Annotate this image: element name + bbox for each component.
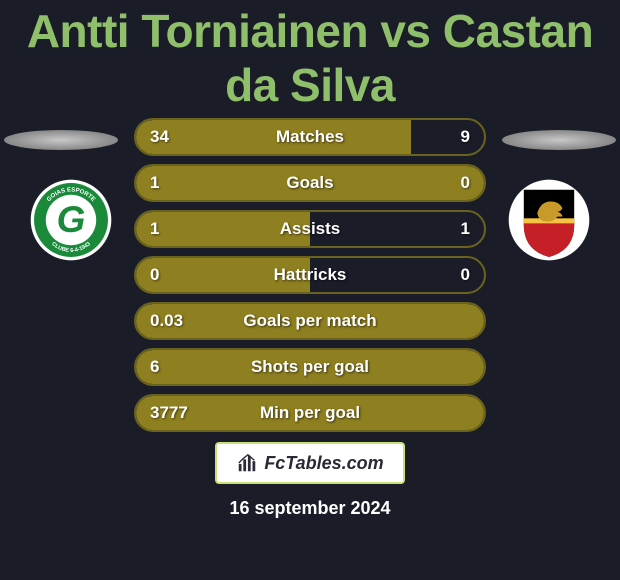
club-crest-left: G GOIAS ESPORTE CLUBE 6-4-1943 xyxy=(22,178,120,262)
stat-label: Min per goal xyxy=(260,403,360,423)
stat-right-value: 0 xyxy=(461,173,470,193)
fctables-logo: FcTables.com xyxy=(215,442,405,484)
stat-label: Matches xyxy=(276,127,344,147)
stat-row: 1 Assists 1 xyxy=(134,210,486,248)
stat-row: 0 Hattricks 0 xyxy=(134,256,486,294)
stat-label: Goals per match xyxy=(243,311,376,331)
sport-recife-crest-icon xyxy=(500,178,598,262)
stat-fill xyxy=(136,120,411,154)
player-photo-placeholder-left xyxy=(4,130,118,150)
stat-label: Goals xyxy=(286,173,333,193)
stat-row: 6 Shots per goal xyxy=(134,348,486,386)
stat-right-value: 9 xyxy=(461,127,470,147)
stat-left-value: 34 xyxy=(150,127,169,147)
stat-left-value: 0 xyxy=(150,265,159,285)
date-label: 16 september 2024 xyxy=(229,498,390,519)
stat-label: Shots per goal xyxy=(251,357,369,377)
stat-label: Assists xyxy=(280,219,340,239)
stat-right-value: 1 xyxy=(461,219,470,239)
stat-row: 3777 Min per goal xyxy=(134,394,486,432)
bar-chart-icon xyxy=(236,452,258,474)
player-photo-placeholder-right xyxy=(502,130,616,150)
stat-row: 0.03 Goals per match xyxy=(134,302,486,340)
goias-crest-icon: G GOIAS ESPORTE CLUBE 6-4-1943 xyxy=(22,178,120,262)
stats-container: 34 Matches 9 1 Goals 0 1 Assists 1 0 Hattricks 0 0.0… xyxy=(134,118,486,440)
stat-label: Hattricks xyxy=(274,265,347,285)
club-crest-right xyxy=(500,178,598,262)
svg-text:G: G xyxy=(57,199,86,240)
stat-left-value: 3777 xyxy=(150,403,188,423)
stat-right-value: 0 xyxy=(461,265,470,285)
stat-left-value: 6 xyxy=(150,357,159,377)
stat-left-value: 1 xyxy=(150,173,159,193)
page-title: Antti Torniainen vs Castan da Silva xyxy=(0,0,620,112)
stat-left-value: 1 xyxy=(150,219,159,239)
stat-left-value: 0.03 xyxy=(150,311,183,331)
stat-row: 1 Goals 0 xyxy=(134,164,486,202)
logo-text: FcTables.com xyxy=(264,453,383,474)
stat-row: 34 Matches 9 xyxy=(134,118,486,156)
